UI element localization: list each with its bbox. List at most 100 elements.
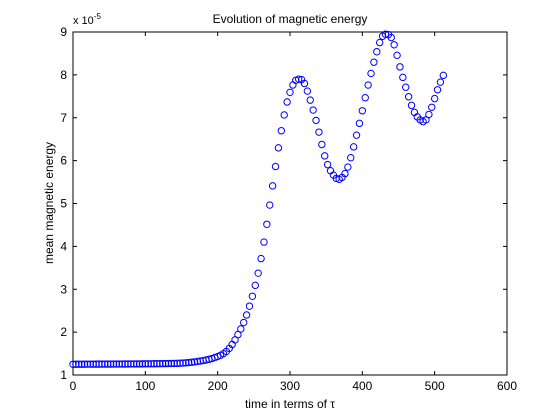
data-point [179, 359, 187, 367]
data-point [344, 163, 352, 171]
y-tick-label: 9 [60, 25, 67, 39]
x-tick-label: 0 [70, 379, 77, 393]
y-multiplier-exponent: -5 [94, 12, 102, 21]
data-point [75, 360, 83, 368]
data-point [80, 360, 89, 368]
data-point [182, 359, 190, 367]
data-point [141, 360, 150, 368]
data-point [439, 71, 448, 80]
x-axis: 0 100 200 300 400 500 600 [70, 32, 517, 393]
data-point [153, 360, 161, 368]
data-point [167, 359, 176, 368]
y-tick-label: 4 [60, 239, 67, 253]
data-point [176, 359, 184, 367]
data-point [257, 254, 265, 263]
data-point [312, 116, 320, 125]
y-axis-label: mean magnetic energy [42, 142, 56, 264]
data-point [118, 360, 126, 368]
data-point [355, 119, 364, 128]
data-point [161, 359, 170, 368]
data-point [390, 41, 398, 49]
data-point [300, 79, 309, 88]
data-point [373, 48, 381, 56]
data-point [95, 360, 103, 368]
data-point [193, 357, 202, 366]
y-tick-label: 6 [60, 154, 67, 168]
data-point [156, 359, 164, 368]
data-point [190, 358, 199, 366]
data-point [381, 30, 390, 38]
data-point [352, 131, 361, 139]
x-tick-label: 400 [352, 379, 372, 393]
data-point [375, 38, 384, 47]
data-point [237, 325, 245, 333]
x-tick-label: 600 [497, 379, 517, 393]
data-point [77, 360, 86, 368]
data-point [135, 360, 144, 368]
data-point [318, 140, 326, 149]
data-point [164, 359, 173, 368]
data-point [144, 360, 152, 368]
data-point [271, 162, 280, 171]
data-point [274, 144, 283, 152]
data-point [361, 94, 369, 102]
data-point [132, 360, 141, 368]
data-point [234, 330, 242, 339]
data-point [86, 360, 95, 368]
data-point [407, 101, 416, 110]
y-tick-label: 2 [60, 325, 67, 339]
data-point [72, 360, 80, 368]
y-tick-label: 7 [60, 111, 67, 125]
data-point [158, 359, 167, 368]
x-tick-label: 300 [280, 379, 300, 393]
data-point [268, 182, 277, 190]
data-point [248, 292, 257, 300]
data-point [349, 143, 358, 151]
data-point [309, 106, 317, 114]
data-point [404, 93, 413, 101]
data-point [185, 358, 193, 367]
data-point [306, 96, 314, 104]
y-multiplier-label: x 10-5 [73, 12, 101, 27]
data-point [430, 94, 439, 103]
data-point [130, 360, 138, 368]
data-point [347, 154, 355, 162]
data-point [89, 360, 97, 368]
data-point [399, 73, 407, 82]
y-axis: 1 2 3 4 5 6 7 8 9 [60, 25, 507, 382]
data-point [127, 360, 135, 368]
data-point [115, 360, 123, 368]
data-point [370, 58, 378, 66]
data-point [83, 360, 92, 368]
data-point [294, 75, 303, 83]
data-series [69, 30, 448, 368]
x-tick-label: 500 [425, 379, 445, 393]
chart-title: Evolution of magnetic energy [213, 12, 368, 26]
data-point [358, 107, 367, 115]
data-point [173, 359, 181, 368]
data-point [263, 220, 271, 228]
data-point [187, 358, 196, 366]
y-tick-label: 5 [60, 197, 67, 211]
data-point [286, 88, 294, 97]
data-point [396, 63, 404, 71]
data-point [240, 318, 248, 327]
data-point [138, 360, 147, 368]
data-point [387, 33, 395, 42]
data-point [104, 360, 112, 368]
data-point [283, 98, 291, 106]
data-point [251, 281, 259, 290]
data-point [367, 69, 375, 78]
data-point [260, 238, 268, 246]
data-point [280, 111, 288, 119]
data-point [92, 360, 100, 368]
data-point [242, 311, 251, 319]
data-point [69, 360, 77, 368]
data-point [428, 103, 436, 111]
data-point [147, 360, 155, 368]
y-tick-label: 1 [60, 368, 67, 382]
y-tick-label: 3 [60, 282, 67, 296]
data-point [150, 360, 158, 368]
data-point [323, 160, 332, 169]
